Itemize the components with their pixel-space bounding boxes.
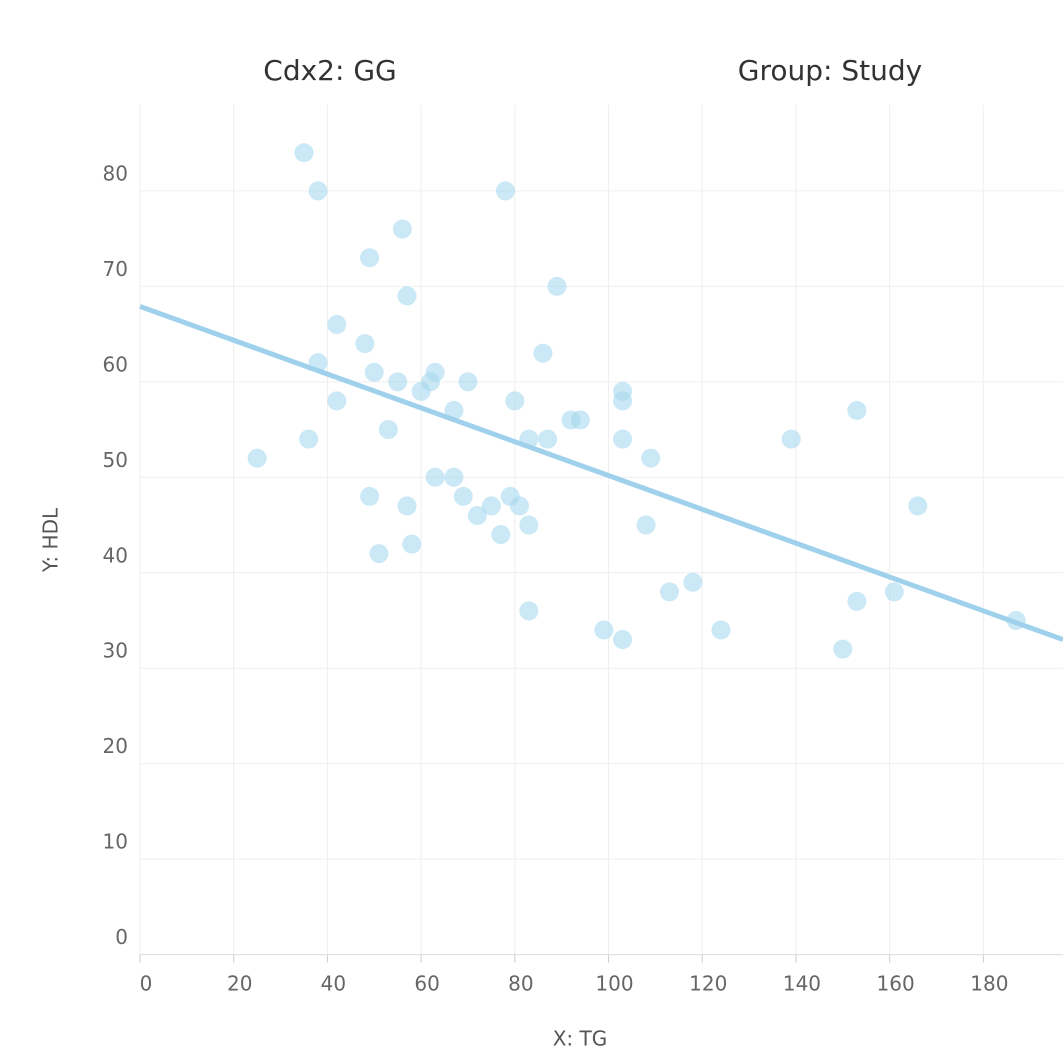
point <box>294 143 314 163</box>
point <box>355 334 375 354</box>
point <box>360 486 380 506</box>
point <box>392 219 412 239</box>
y-axis-label: Y: HDL <box>39 507 63 573</box>
point <box>613 630 633 650</box>
point <box>453 486 473 506</box>
y-tick-label: 10 <box>103 830 128 854</box>
point <box>847 400 867 420</box>
point <box>425 467 445 487</box>
point <box>547 276 567 296</box>
point <box>519 515 539 535</box>
point <box>505 391 525 411</box>
point <box>411 381 431 401</box>
point <box>444 400 464 420</box>
x-tick-label: 100 <box>595 972 633 996</box>
point <box>369 544 389 564</box>
y-tick-label: 70 <box>103 257 128 281</box>
point <box>308 181 328 201</box>
point <box>491 525 511 545</box>
point <box>397 496 417 516</box>
point <box>327 315 347 335</box>
point <box>327 391 347 411</box>
y-tick-label: 80 <box>103 161 128 185</box>
point <box>613 429 633 449</box>
x-tick-label: 40 <box>321 972 346 996</box>
point <box>594 620 614 640</box>
x-tick-label: 20 <box>227 972 252 996</box>
point <box>833 639 853 659</box>
x-tick-label: 180 <box>970 972 1008 996</box>
point <box>360 248 380 268</box>
point <box>519 601 539 621</box>
point <box>378 420 398 440</box>
point <box>510 496 530 516</box>
point <box>364 362 384 382</box>
point <box>495 181 515 201</box>
x-tick-label: 120 <box>689 972 727 996</box>
point <box>781 429 801 449</box>
point <box>467 505 487 525</box>
point <box>458 372 478 392</box>
point <box>683 572 703 592</box>
x-tick-label: 160 <box>877 972 915 996</box>
point <box>908 496 928 516</box>
point <box>538 429 558 449</box>
point <box>613 391 633 411</box>
y-tick-label: 20 <box>103 734 128 758</box>
x-tick-label: 80 <box>508 972 533 996</box>
point <box>397 286 417 306</box>
panel-header: Group: Study <box>738 54 922 87</box>
y-tick-label: 30 <box>103 639 128 663</box>
point <box>533 343 553 363</box>
point <box>388 372 408 392</box>
panel-header: Cdx2: GG <box>263 54 396 87</box>
point <box>847 591 867 611</box>
point <box>711 620 731 640</box>
x-tick-label: 140 <box>783 972 821 996</box>
x-tick-label: 0 <box>140 972 153 996</box>
point <box>884 582 904 602</box>
y-tick-label: 40 <box>103 543 128 567</box>
point <box>659 582 679 602</box>
point <box>636 515 656 535</box>
point <box>444 467 464 487</box>
x-axis-label: X: TG <box>553 1027 608 1051</box>
point <box>641 448 661 468</box>
x-tick-label: 60 <box>414 972 439 996</box>
point <box>247 448 267 468</box>
point <box>402 534 422 554</box>
point <box>481 496 501 516</box>
y-tick-label: 0 <box>115 925 128 949</box>
point <box>299 429 319 449</box>
point <box>570 410 590 430</box>
y-tick-label: 60 <box>103 352 128 376</box>
trend-line <box>139 304 1063 642</box>
y-tick-label: 50 <box>103 448 128 472</box>
